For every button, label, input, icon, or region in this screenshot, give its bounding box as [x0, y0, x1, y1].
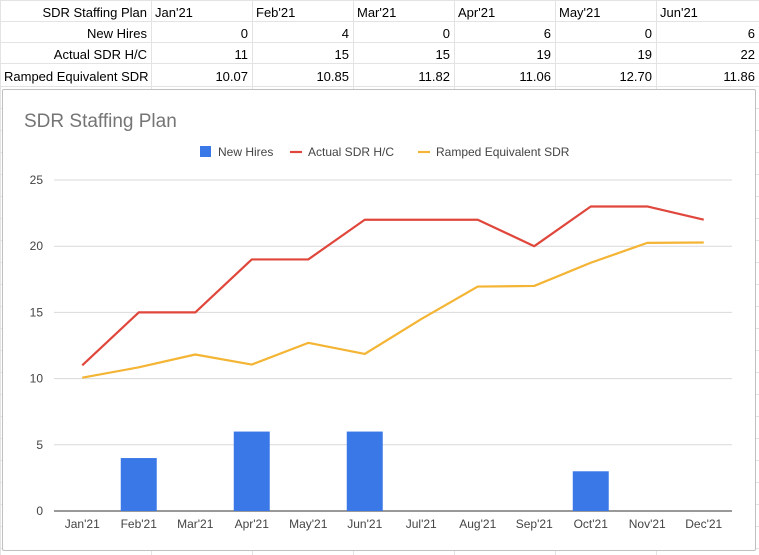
cell-value[interactable]: 10.07 [215, 69, 248, 84]
cell-row-label[interactable]: Ramped Equivalent SDR [4, 69, 149, 84]
y-tick-label: 15 [30, 305, 44, 319]
x-tick-label: Mar'21 [177, 517, 214, 531]
chart-svg: SDR Staffing Plan 0 5 10 15 20 25 Jan'21 Feb'21 M… [24, 111, 732, 531]
cell-value[interactable]: 0 [644, 26, 652, 41]
legend-swatch-bar [200, 146, 211, 157]
chart-title: SDR Staffing Plan [24, 111, 177, 132]
cell-value[interactable]: 6 [747, 26, 755, 41]
cell-value[interactable]: 11 [234, 47, 249, 62]
cell-header[interactable]: May'21 [559, 5, 601, 20]
y-tick-label: 10 [30, 372, 44, 386]
cell-row-label[interactable]: Actual SDR H/C [53, 47, 147, 62]
y-tick-label: 20 [30, 239, 44, 253]
cell-value[interactable]: 6 [543, 26, 551, 41]
cell-value[interactable]: 15 [435, 47, 450, 62]
x-tick-label: Jul'21 [406, 517, 437, 531]
cell-header[interactable]: Mar'21 [357, 5, 397, 20]
cell-value[interactable]: 15 [334, 47, 349, 62]
cell-value[interactable]: 12.70 [619, 69, 652, 84]
y-tick-label: 25 [30, 173, 44, 187]
bar-new-hires [346, 431, 383, 511]
cell-value[interactable]: 0 [240, 26, 248, 41]
x-tick-label: May'21 [289, 517, 328, 531]
x-tick-label: Jun'21 [347, 517, 382, 531]
cell-title[interactable]: SDR Staffing Plan [42, 5, 147, 20]
cell-row-label[interactable]: New Hires [87, 26, 147, 41]
cell-value[interactable]: 11.82 [418, 69, 450, 84]
x-tick-label: Jan'21 [65, 517, 100, 531]
x-tick-label: Sep'21 [516, 517, 553, 531]
cell-value[interactable]: 11.86 [723, 69, 755, 84]
cell-value[interactable]: 0 [442, 26, 450, 41]
cell-header[interactable]: Jan'21 [155, 5, 193, 20]
cell-value[interactable]: 19 [637, 47, 652, 62]
chart-panel[interactable]: SDR Staffing Plan 0 5 10 15 20 25 Jan'21 Feb'21 M… [2, 89, 756, 551]
cell-value[interactable]: 22 [740, 47, 755, 62]
legend-label: Ramped Equivalent SDR [436, 145, 570, 159]
cell-value[interactable]: 10.85 [316, 69, 349, 84]
cell-value[interactable]: 11.06 [519, 69, 551, 84]
cell-value[interactable]: 4 [341, 26, 349, 41]
cell-value[interactable]: 19 [536, 47, 551, 62]
cell-header[interactable]: Apr'21 [458, 5, 496, 20]
legend-label: New Hires [218, 145, 273, 159]
x-tick-label: Dec'21 [685, 517, 722, 531]
x-tick-label: Nov'21 [629, 517, 666, 531]
cell-header[interactable]: Feb'21 [256, 5, 296, 20]
line-ramped-equivalent-sdr [82, 241, 704, 379]
x-tick-label: Apr'21 [235, 517, 270, 531]
y-tick-label: 0 [36, 504, 43, 518]
line-actual-sdr-h-c [81, 205, 705, 367]
bar-new-hires [120, 458, 157, 511]
cell-header[interactable]: Jun'21 [660, 5, 698, 20]
legend-label: Actual SDR H/C [308, 145, 394, 159]
y-tick-label: 5 [36, 438, 43, 452]
x-tick-label: Aug'21 [459, 517, 496, 531]
bar-new-hires [572, 471, 609, 511]
x-tick-label: Oct'21 [574, 517, 609, 531]
x-tick-label: Feb'21 [121, 517, 158, 531]
bar-new-hires [233, 431, 270, 511]
